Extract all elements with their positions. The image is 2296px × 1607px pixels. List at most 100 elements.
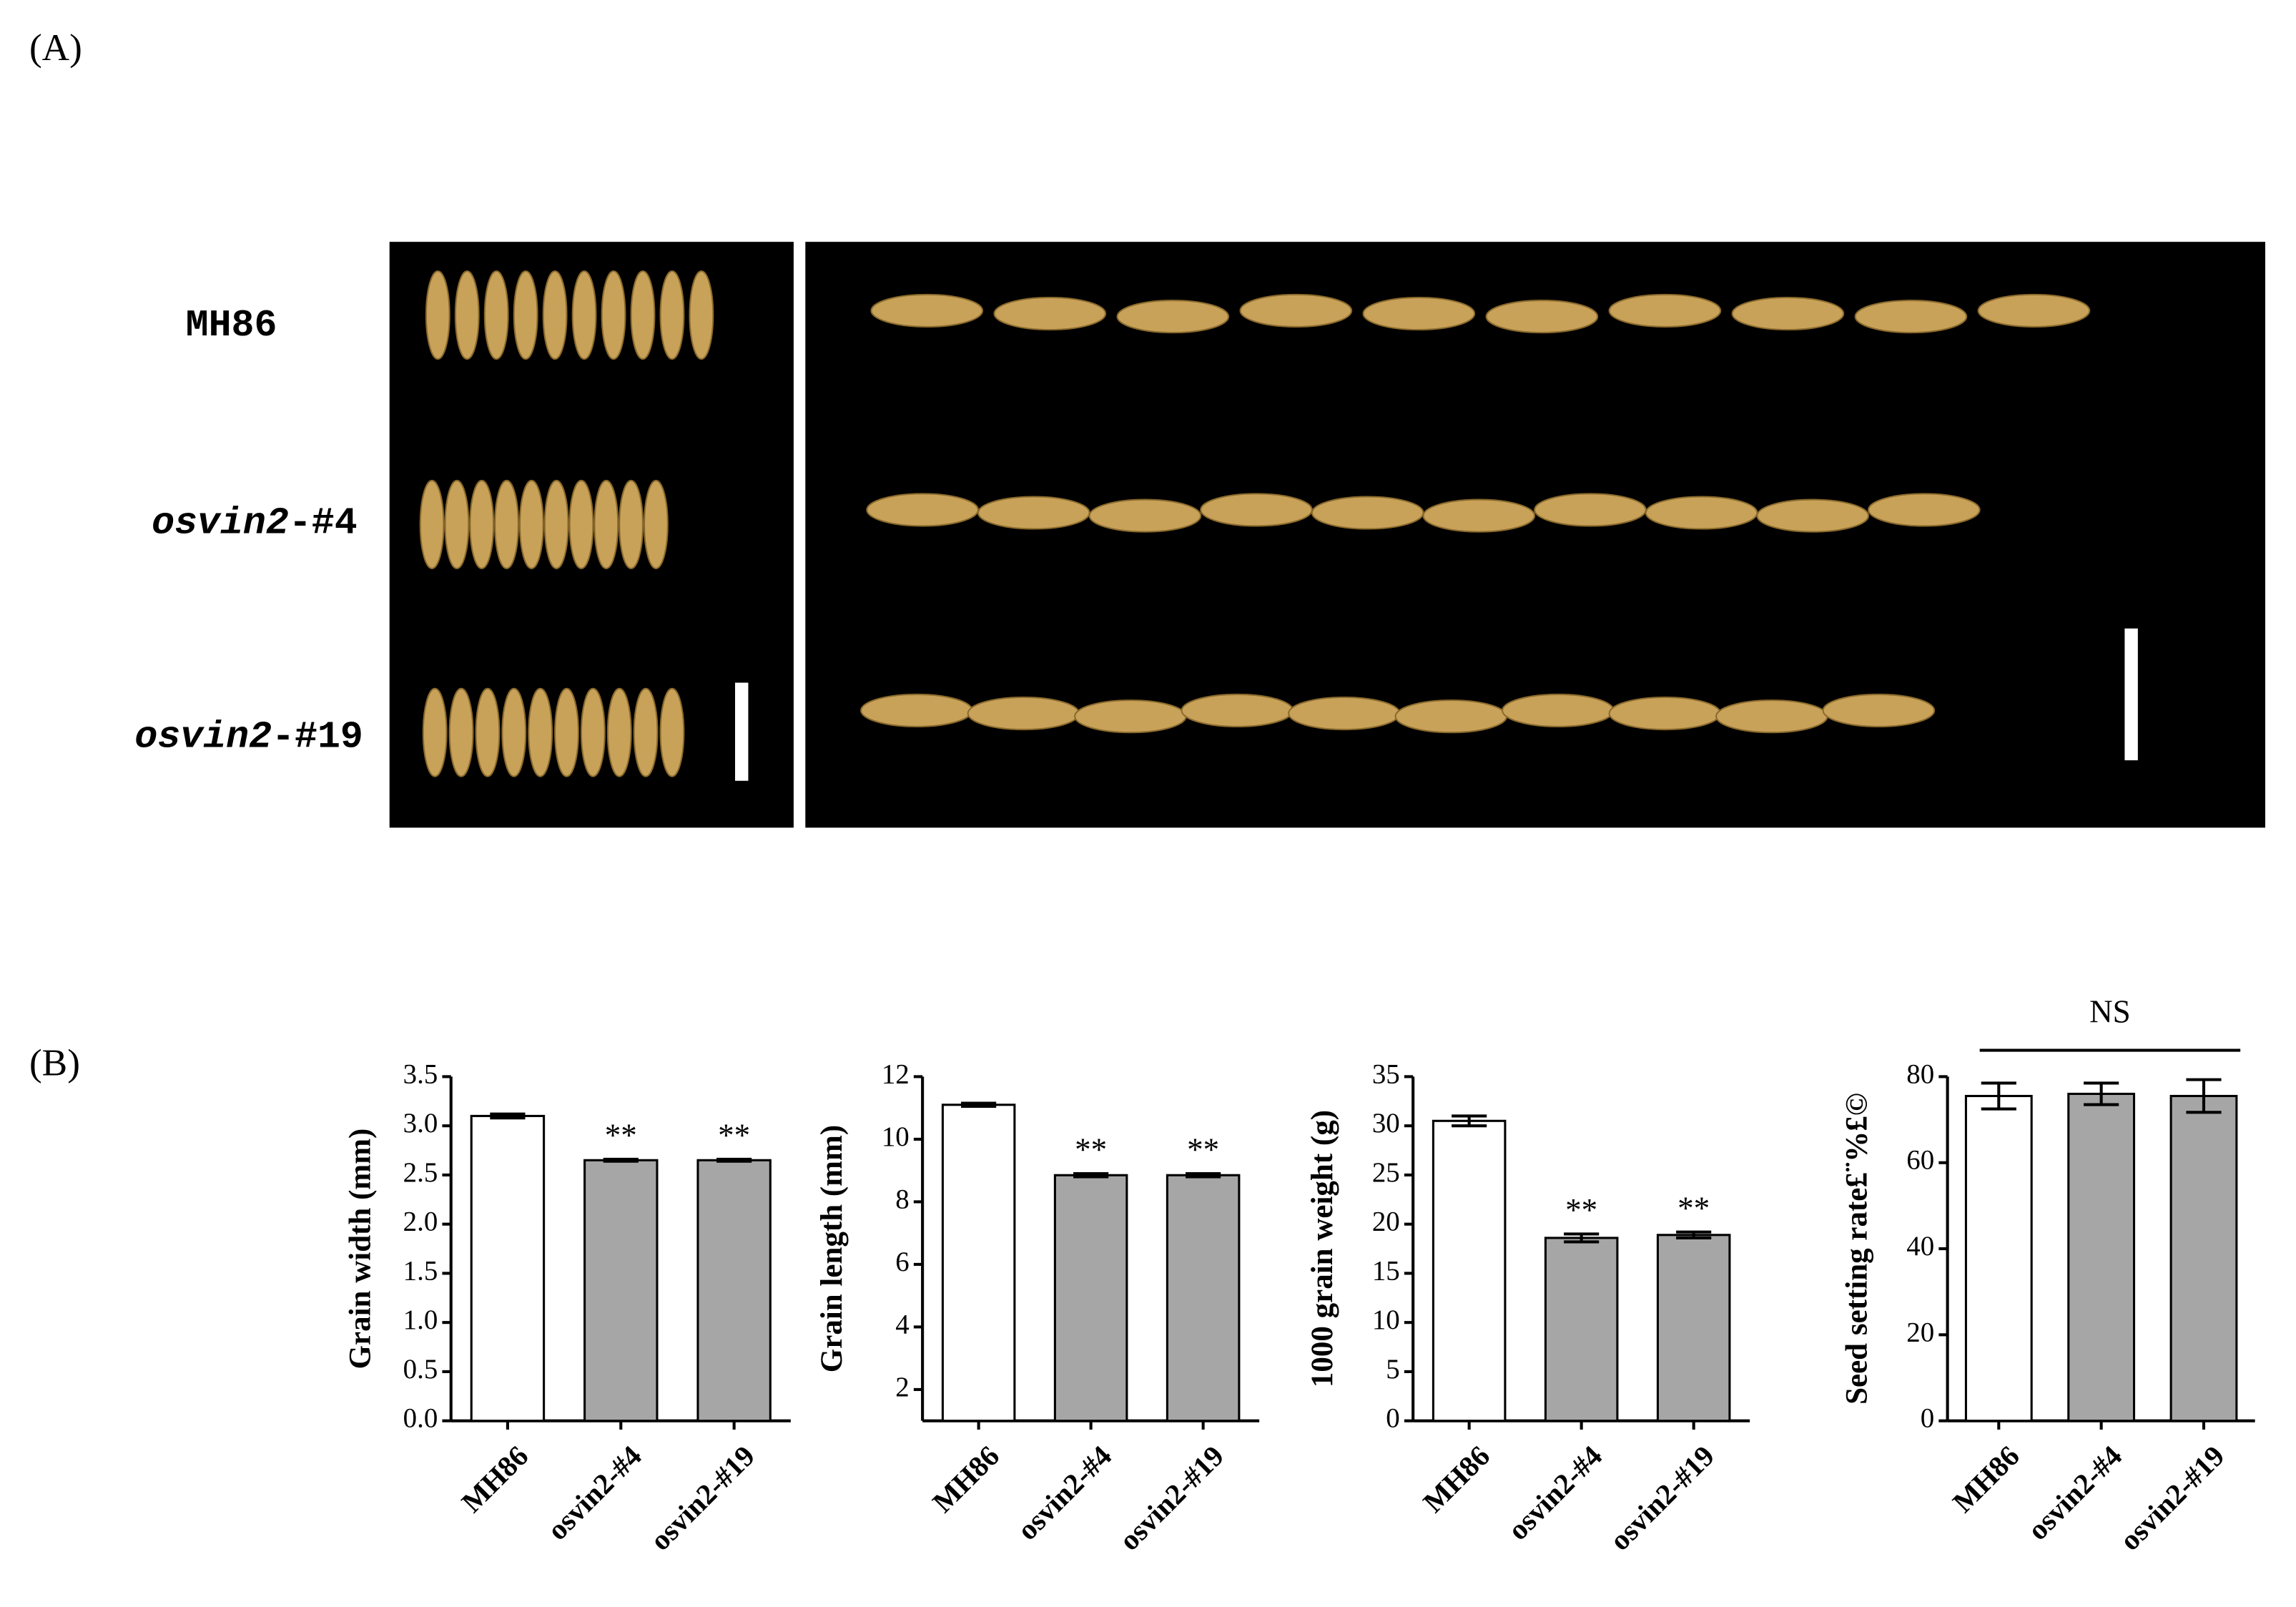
grain xyxy=(422,687,448,777)
grain xyxy=(967,697,1080,731)
y-tick-label: 0.5 xyxy=(403,1354,438,1385)
y-tick-label: 12 xyxy=(882,1058,910,1089)
grain xyxy=(419,479,445,569)
x-tick-label: osvin2-#4 xyxy=(541,1440,648,1546)
grain xyxy=(483,270,509,360)
grain xyxy=(1854,300,1968,334)
y-tick-label: 35 xyxy=(1372,1058,1400,1089)
row-label: osvin2-#4 xyxy=(152,501,358,544)
bar xyxy=(1544,1237,1619,1422)
y-axis-label: Seed setting rate£¨%£© xyxy=(1841,1093,1874,1405)
grain xyxy=(1756,498,1870,533)
y-tick-label: 6 xyxy=(895,1247,909,1277)
bar xyxy=(470,1114,546,1422)
panel-label: (B) xyxy=(29,1041,80,1083)
grain xyxy=(1200,493,1313,527)
x-tick-label: osvin2-#19 xyxy=(1604,1440,1721,1557)
grain xyxy=(1394,699,1508,734)
grain xyxy=(494,479,519,569)
significance: ** xyxy=(718,1118,750,1154)
grain xyxy=(425,270,450,360)
y-tick-label: 0.0 xyxy=(403,1403,438,1434)
x-tick-label: osvin2-#19 xyxy=(644,1440,762,1557)
y-tick-label: 5 xyxy=(1386,1354,1399,1385)
row-label-name: osvin2 xyxy=(134,715,272,758)
grain xyxy=(568,479,594,569)
bar xyxy=(1964,1094,2033,1422)
row-label: MH86 xyxy=(186,304,277,347)
grain xyxy=(601,270,626,360)
grain xyxy=(593,479,619,569)
row-label-suffix: -#4 xyxy=(289,501,358,544)
x-tick-label: MH86 xyxy=(927,1440,1006,1519)
bar xyxy=(696,1159,772,1422)
grain xyxy=(1731,296,1845,331)
x-tick-label: osvin2-#4 xyxy=(1011,1440,1118,1546)
y-tick-label: 3.5 xyxy=(403,1058,438,1089)
x-tick-label: MH86 xyxy=(455,1440,535,1519)
grain xyxy=(543,479,569,569)
grain xyxy=(1311,496,1424,530)
bar xyxy=(1053,1174,1128,1422)
y-axis-label: 1000 grain weight (g) xyxy=(1306,1110,1339,1387)
significance: ** xyxy=(1187,1132,1219,1168)
grain xyxy=(1485,300,1599,334)
grain xyxy=(469,479,495,569)
y-tick-label: 25 xyxy=(1372,1157,1400,1188)
y-tick-label: 2.5 xyxy=(403,1157,438,1188)
x-tick-label: osvin2-#4 xyxy=(1502,1440,1608,1546)
y-tick-label: 2.0 xyxy=(403,1207,438,1237)
ns-label: NS xyxy=(2089,994,2131,1030)
grain xyxy=(1977,293,2091,328)
row-label-name: osvin2 xyxy=(152,501,289,544)
photo-right xyxy=(805,242,2265,828)
y-axis-label: Grain width (mm) xyxy=(344,1129,378,1370)
grain xyxy=(606,687,632,777)
grain xyxy=(454,270,480,360)
grain xyxy=(1715,699,1828,734)
grain xyxy=(580,687,606,777)
grain xyxy=(870,293,984,328)
scale-bar xyxy=(735,682,749,781)
grain xyxy=(619,479,644,569)
grain xyxy=(1608,293,1722,328)
panel-label: (A) xyxy=(29,26,82,69)
significance: ** xyxy=(1565,1192,1597,1228)
y-tick-label: 4 xyxy=(895,1309,909,1340)
y-tick-label: 40 xyxy=(1906,1231,1934,1262)
significance: ** xyxy=(605,1118,637,1154)
grain xyxy=(1074,699,1187,734)
grain xyxy=(1116,300,1230,334)
grain xyxy=(528,687,553,777)
x-tick-label: MH86 xyxy=(1417,1440,1497,1519)
y-tick-label: 1.0 xyxy=(403,1304,438,1335)
grain xyxy=(1362,296,1476,331)
grain xyxy=(644,479,669,569)
y-tick-label: 60 xyxy=(1906,1145,1934,1176)
grain xyxy=(860,693,973,728)
y-tick-label: 20 xyxy=(1906,1317,1934,1347)
x-tick-label: MH86 xyxy=(1946,1440,2026,1519)
grain xyxy=(444,479,470,569)
grain xyxy=(448,687,474,777)
y-tick-label: 3.0 xyxy=(403,1108,438,1139)
y-tick-label: 15 xyxy=(1372,1255,1400,1286)
grain xyxy=(633,687,659,777)
bar xyxy=(1166,1174,1241,1422)
grain xyxy=(513,270,538,360)
grain xyxy=(1868,493,1981,527)
x-tick-label: osvin2-#19 xyxy=(2114,1440,2231,1557)
y-tick-label: 0 xyxy=(1921,1403,1934,1434)
bar xyxy=(583,1159,659,1422)
grain xyxy=(1239,293,1353,328)
bar xyxy=(2169,1094,2238,1422)
grains xyxy=(419,270,2091,777)
x-tick-label: osvin2-#4 xyxy=(2021,1440,2128,1546)
y-tick-label: 8 xyxy=(895,1184,909,1214)
y-tick-label: 30 xyxy=(1372,1108,1400,1139)
y-tick-label: 10 xyxy=(882,1121,910,1152)
y-tick-label: 10 xyxy=(1372,1304,1400,1335)
grain xyxy=(475,687,501,777)
y-tick-label: 1.5 xyxy=(403,1255,438,1286)
grain xyxy=(630,270,656,360)
